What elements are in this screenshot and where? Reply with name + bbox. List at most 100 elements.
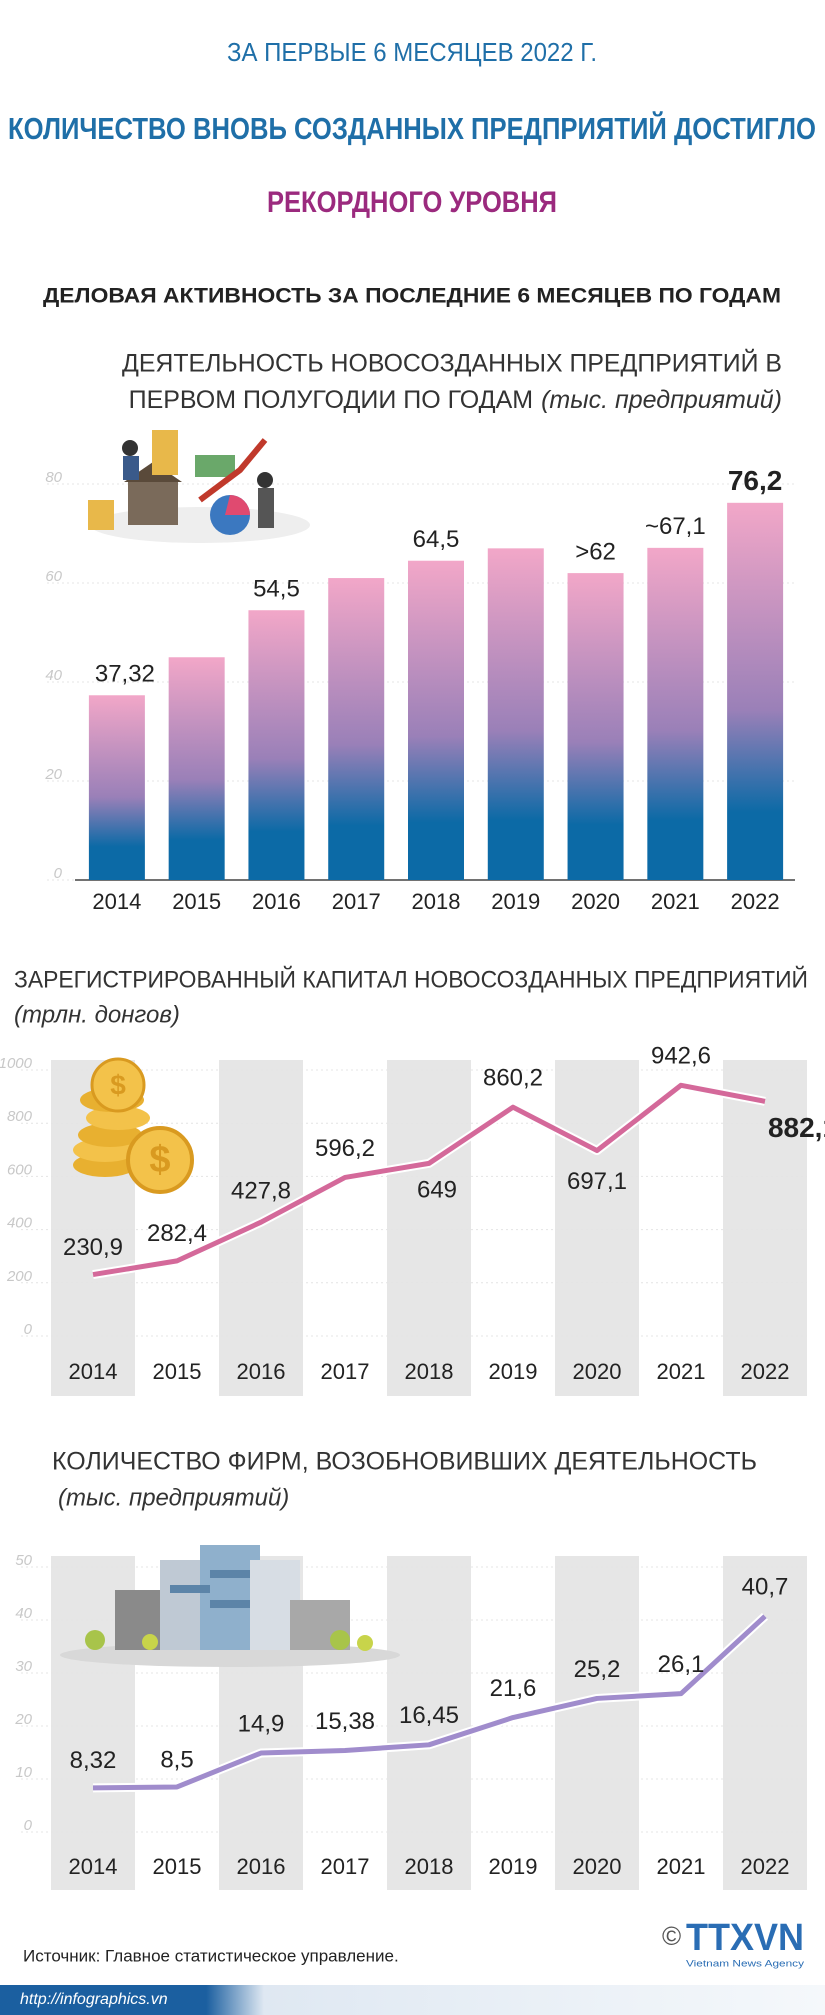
x-tick-label: 2016 — [237, 1359, 286, 1384]
logo: TTXVN — [686, 1917, 804, 1959]
x-tick-label: 2017 — [321, 1359, 370, 1384]
decorations: $ $ — [60, 430, 400, 1667]
x-tick-label: 2020 — [573, 1854, 622, 1879]
y-tick-label: 20 — [44, 766, 62, 783]
x-tick-label: 2014 — [69, 1359, 118, 1384]
data-label: 21,6 — [490, 1675, 537, 1702]
x-tick-label: 2019 — [489, 1854, 538, 1879]
column-stripe — [723, 1556, 807, 1890]
x-tick-label: 2019 — [489, 1359, 538, 1384]
coins-icon: $ $ — [73, 1057, 194, 1194]
column-stripe — [387, 1556, 471, 1890]
x-tick-label: 2022 — [731, 889, 780, 914]
bar — [487, 548, 544, 880]
x-tick-label: 2021 — [657, 1854, 706, 1879]
y-tick-label: 50 — [15, 1552, 32, 1569]
data-label: >62 — [575, 538, 616, 565]
bar — [647, 547, 704, 880]
column-stripe — [555, 1060, 639, 1396]
line — [92, 1614, 767, 1791]
line — [92, 1082, 766, 1278]
y-tick-label: 0 — [54, 865, 63, 882]
x-tick-label: 2016 — [252, 889, 301, 914]
y-tick-label: 80 — [45, 469, 62, 486]
column-stripe — [723, 1060, 807, 1396]
data-label: 8,5 — [160, 1746, 193, 1773]
x-tick-label: 2022 — [741, 1854, 790, 1879]
data-label: 882,1 — [768, 1112, 825, 1143]
bar — [248, 610, 305, 880]
y-tick-label: 1000 — [0, 1055, 33, 1072]
x-tick-label: 2017 — [321, 1854, 370, 1879]
data-label: 697,1 — [567, 1168, 627, 1195]
y-tick-label: 40 — [45, 667, 62, 684]
y-tick-label: 200 — [6, 1268, 33, 1285]
svg-text:$: $ — [110, 1069, 126, 1100]
chart-title: ДЕЯТЕЛЬНОСТЬ НОВОСОЗДАННЫХ ПРЕДПРИЯТИЙ В — [122, 348, 782, 378]
headline: РЕКОРДНОГО УРОВНЯ — [267, 186, 557, 219]
y-tick-label: 30 — [15, 1658, 32, 1675]
data-label: 26,1 — [658, 1651, 705, 1678]
x-tick-label: 2018 — [405, 1854, 454, 1879]
chart-unit: (тыс. предприятий) — [58, 1484, 289, 1511]
data-label: 860,2 — [483, 1065, 543, 1092]
y-tick-label: 20 — [14, 1711, 32, 1728]
y-tick-label: 800 — [7, 1108, 33, 1125]
x-tick-label: 2021 — [651, 889, 700, 914]
bar — [727, 502, 784, 880]
y-tick-label: 600 — [7, 1161, 33, 1178]
x-tick-label: 2019 — [491, 889, 540, 914]
data-label: 649 — [417, 1177, 457, 1204]
bar — [168, 657, 225, 880]
x-tick-label: 2014 — [92, 889, 141, 914]
x-tick-label: 2015 — [153, 1359, 202, 1384]
data-label: 40,7 — [742, 1574, 789, 1601]
chart-title: КОЛИЧЕСТВО ФИРМ, ВОЗОБНОВИВШИХ ДЕЯТЕЛЬНО… — [52, 1448, 757, 1476]
chart-title: ПЕРВОМ ПОЛУГОДИИ ПО ГОДАМ — [129, 386, 533, 414]
x-tick-label: 2018 — [412, 889, 461, 914]
business-icon — [88, 430, 310, 543]
y-tick-label: 0 — [24, 1817, 33, 1834]
data-label: 230,9 — [63, 1234, 123, 1261]
y-tick-label: 10 — [15, 1764, 32, 1781]
x-tick-label: 2015 — [153, 1854, 202, 1879]
data-label: 54,5 — [253, 576, 300, 603]
chart-unit: (трлн. донгов) — [14, 1001, 180, 1028]
bar — [567, 573, 624, 880]
x-tick-label: 2020 — [573, 1359, 622, 1384]
svg-text:$: $ — [149, 1139, 170, 1181]
x-tick-label: 2016 — [237, 1854, 286, 1879]
section-title: ДЕЛОВАЯ АКТИВНОСТЬ ЗА ПОСЛЕДНИЕ 6 МЕСЯЦЕ… — [43, 285, 781, 308]
chart-title: ЗАРЕГИСТРИРОВАННЫЙ КАПИТАЛ НОВОСОЗДАННЫХ… — [14, 965, 808, 993]
data-label: 8,32 — [70, 1747, 117, 1774]
data-label: 15,38 — [315, 1708, 375, 1735]
x-tick-label: 2020 — [571, 889, 620, 914]
chart-unit: (тыс. предприятий) — [541, 386, 782, 414]
data-label: 64,5 — [413, 526, 460, 553]
x-tick-label: 2014 — [69, 1854, 118, 1879]
bar — [408, 560, 464, 880]
data-label: 25,2 — [574, 1656, 621, 1683]
data-label: 282,4 — [147, 1220, 207, 1247]
url-bar — [0, 1985, 825, 2015]
url[interactable]: http://infographics.vn — [20, 1991, 168, 2008]
y-tick-label: 60 — [45, 568, 62, 585]
data-label: 37,32 — [95, 661, 155, 688]
x-tick-label: 2021 — [657, 1359, 706, 1384]
copyright: © — [662, 1921, 681, 1951]
data-label: 76,2 — [728, 465, 783, 496]
column-stripe — [387, 1060, 471, 1396]
x-tick-label: 2017 — [332, 889, 381, 914]
data-label: 14,9 — [238, 1710, 285, 1737]
data-label: 16,45 — [399, 1702, 459, 1729]
y-tick-label: 400 — [7, 1215, 33, 1232]
bar — [88, 695, 145, 880]
agency: Vietnam News Agency — [686, 1958, 805, 1968]
buildings-icon — [60, 1545, 400, 1667]
headline: КОЛИЧЕСТВО ВНОВЬ СОЗДАННЫХ ПРЕДПРИЯТИЙ Д… — [8, 110, 816, 146]
column-stripe — [219, 1060, 303, 1396]
data-label: 596,2 — [315, 1135, 375, 1162]
data-label: ~67,1 — [645, 513, 706, 540]
chart-title: ПЕРВОМ ПОЛУГОДИИ ПО ГОДАМ (тыс. предприят… — [129, 386, 782, 414]
